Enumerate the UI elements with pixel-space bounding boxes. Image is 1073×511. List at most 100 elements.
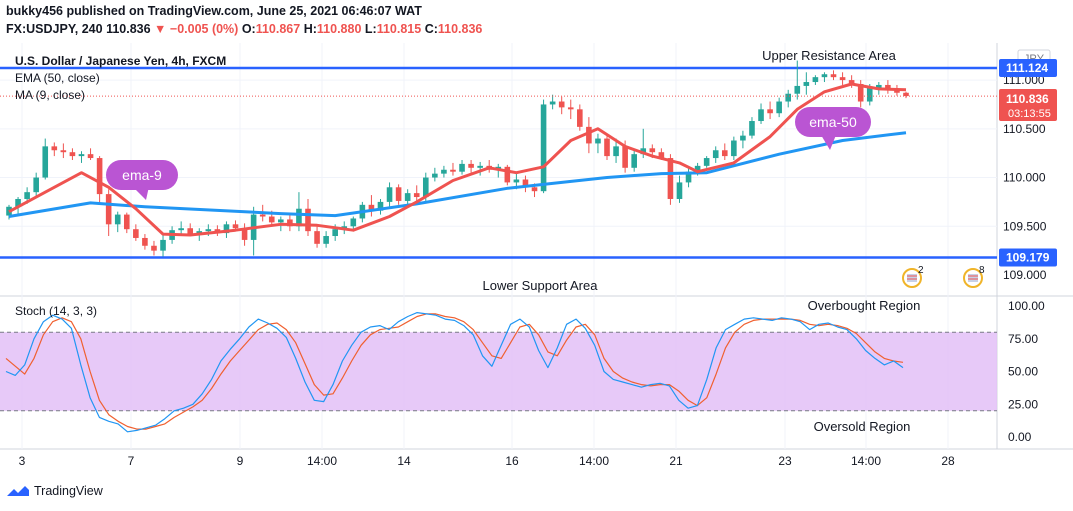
x-tick-label: 9 — [237, 454, 244, 468]
candle-up — [178, 228, 184, 231]
stoch-y-tick-label: 25.00 — [1008, 397, 1038, 411]
candle-up — [685, 171, 692, 183]
y-tick-label: 110.500 — [1003, 122, 1046, 136]
candle-up — [386, 187, 393, 202]
high-value: 110.880 — [316, 22, 362, 36]
candle-down — [450, 169, 456, 172]
support-price-tag — [999, 248, 1057, 267]
candle-up — [42, 146, 49, 178]
candle-down — [87, 154, 94, 159]
tradingview-logo[interactable]: TradingView — [6, 483, 103, 499]
candle-up — [631, 154, 637, 168]
ohlc-line: FX:USDJPY, 240 110.836 ▼ −0.005 (0%) O:1… — [6, 22, 482, 36]
support-label: Lower Support Area — [483, 278, 599, 293]
candle-up — [876, 84, 882, 88]
event-badge: 8 — [963, 265, 985, 288]
candle-up — [441, 169, 447, 174]
candle-up — [794, 85, 801, 94]
candle-down — [894, 89, 900, 93]
candle-up — [33, 177, 39, 193]
candle-up — [785, 93, 792, 102]
candle-down — [577, 109, 583, 127]
candle-down — [368, 204, 375, 211]
ema-50-callout-text: ema-50 — [809, 114, 857, 130]
x-tick-label: 23 — [778, 454, 792, 468]
candle-up — [549, 101, 556, 105]
stoch-band — [0, 332, 997, 411]
low-label: L: — [364, 22, 377, 36]
candle-down — [60, 150, 67, 153]
stoch-d-line — [5, 313, 904, 430]
candle-down — [268, 216, 275, 223]
candle-down — [767, 109, 773, 114]
ema-50-callout — [795, 107, 871, 137]
candle-up — [422, 177, 429, 198]
candle-up — [776, 101, 782, 114]
candle-up — [350, 218, 357, 227]
candle-down — [667, 158, 674, 199]
candle-down — [848, 80, 855, 84]
x-tick-label: 14:00 — [579, 454, 609, 468]
candle-down — [413, 193, 420, 198]
open-value: 110.867 — [255, 22, 301, 36]
indicator-stoch[interactable]: Stoch (14, 3, 3) — [15, 304, 98, 318]
countdown-text: 03:13:55 — [1008, 108, 1051, 120]
candle-down — [133, 229, 139, 238]
current-price-tag — [999, 89, 1057, 121]
candle-up — [749, 121, 755, 136]
y-tick-label: 109.500 — [1003, 219, 1047, 233]
stoch-y-tick-label: 50.00 — [1008, 365, 1038, 379]
candle-up — [513, 179, 520, 183]
indicator-ema-50[interactable]: EMA (50, close) — [15, 71, 100, 85]
candle-down — [151, 245, 157, 251]
candle-down — [567, 107, 574, 110]
candle-down — [839, 77, 846, 81]
candle-up — [114, 214, 121, 225]
candle-up — [694, 165, 701, 172]
candle-up — [595, 138, 601, 144]
candle-up — [223, 224, 230, 234]
candle-up — [160, 239, 166, 251]
candle-up — [758, 109, 764, 122]
indicator-ma-9[interactable]: MA (9, close) — [15, 88, 86, 102]
candle-up — [278, 219, 284, 223]
open-label: O: — [241, 22, 256, 36]
candle-up — [821, 74, 828, 78]
candle-down — [69, 152, 76, 157]
candle-up — [731, 140, 737, 157]
candle-down — [232, 224, 239, 229]
candle-up — [803, 82, 810, 86]
candle-down — [187, 228, 194, 235]
high-label: H: — [303, 22, 317, 36]
close-label: C: — [424, 22, 438, 36]
event-badge-count: 2 — [918, 265, 924, 276]
candle-down — [721, 150, 728, 157]
candle-down — [504, 166, 511, 183]
y-tick-label: 109.000 — [1003, 268, 1047, 282]
publisher-line: bukky456 published on TradingView.com, J… — [6, 4, 422, 18]
current-price-text: 110.836 — [1006, 92, 1049, 106]
candle-down — [96, 158, 103, 195]
flag-icon — [968, 274, 978, 282]
x-tick-label: 16 — [505, 454, 519, 468]
resistance-label: Upper Resistance Area — [762, 48, 896, 63]
stoch-y-tick-label: 100.00 — [1008, 299, 1045, 313]
stoch-y-tick-label: 0.00 — [1008, 430, 1032, 444]
price-change: ▼ −0.005 (0%) — [154, 22, 239, 36]
candle-up — [740, 135, 746, 141]
candle-down — [885, 84, 891, 90]
candle-down — [658, 152, 665, 159]
candle-down — [305, 208, 311, 232]
candle-up — [540, 104, 547, 192]
last-price: 110.836 — [106, 22, 151, 36]
candle-down — [857, 83, 864, 102]
x-tick-label: 14 — [397, 454, 411, 468]
x-tick-label: 21 — [669, 454, 683, 468]
candle-up — [78, 154, 85, 157]
ma-9-line — [8, 82, 907, 237]
x-tick-label: 3 — [19, 454, 26, 468]
y-tick-label: 110.000 — [1003, 171, 1046, 185]
candle-down — [287, 219, 293, 227]
candle-up — [15, 198, 21, 207]
